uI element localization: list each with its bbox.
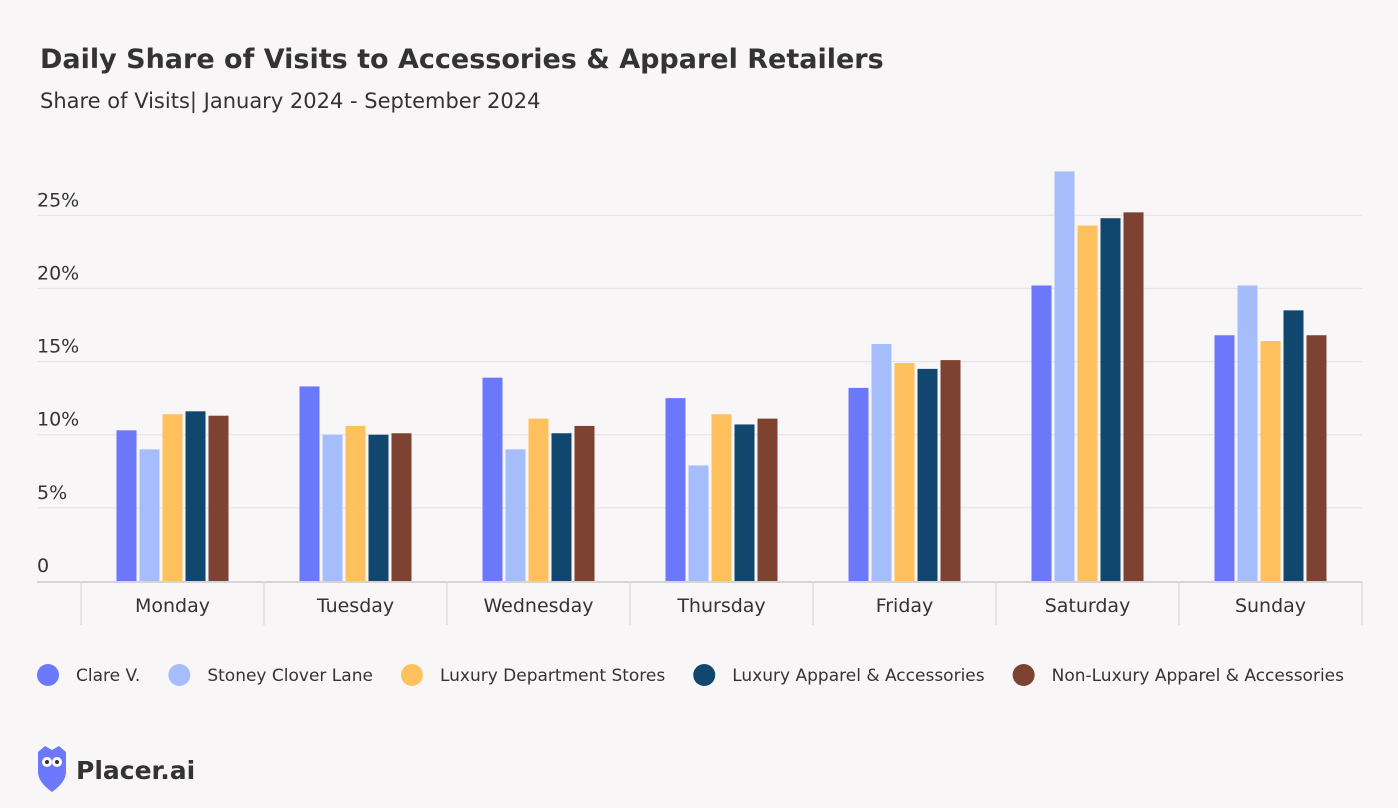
- x-tick-label: Friday: [876, 595, 934, 617]
- bar: [894, 363, 915, 581]
- bar: [1077, 225, 1098, 581]
- bar: [871, 344, 892, 581]
- x-tick-label: Tuesday: [316, 595, 394, 617]
- bar: [1100, 218, 1121, 581]
- bar: [734, 424, 755, 581]
- bar: [162, 414, 183, 581]
- bar: [505, 449, 526, 581]
- legend-label: Luxury Department Stores: [440, 666, 665, 686]
- bar: [208, 415, 229, 581]
- legend-label: Clare V.: [76, 666, 140, 686]
- chart-subtitle: Share of Visits| January 2024 - Septembe…: [40, 89, 540, 114]
- bar: [711, 414, 732, 581]
- bar: [574, 425, 595, 581]
- bar: [1283, 310, 1304, 581]
- bar: [665, 398, 686, 581]
- bar: [116, 430, 137, 581]
- bar: [299, 386, 320, 581]
- chart-title: Daily Share of Visits to Accessories & A…: [40, 44, 884, 75]
- logo-pupil: [45, 760, 49, 764]
- y-tick-label: 20%: [37, 262, 79, 284]
- y-tick-label: 0: [37, 555, 49, 577]
- bar: [1306, 335, 1327, 581]
- y-tick-label: 5%: [37, 482, 67, 504]
- bar: [1123, 212, 1144, 581]
- bar: [139, 449, 160, 581]
- y-tick-label: 10%: [37, 409, 79, 431]
- x-tick-label: Sunday: [1235, 595, 1306, 617]
- bar: [848, 387, 869, 581]
- bar: [917, 368, 938, 581]
- bar: [185, 411, 206, 581]
- bar: [1214, 335, 1235, 581]
- bar: [1031, 285, 1052, 581]
- bar: [528, 418, 549, 581]
- bar: [757, 418, 778, 581]
- legend-marker: [400, 664, 423, 686]
- bar: [322, 434, 343, 581]
- y-tick-label: 15%: [37, 336, 79, 358]
- legend-marker: [693, 664, 716, 686]
- bar: [391, 433, 412, 581]
- x-tick-label: Thursday: [676, 595, 765, 617]
- x-tick-label: Monday: [135, 595, 210, 617]
- logo-pupil: [55, 760, 59, 764]
- legend-label: Non-Luxury Apparel & Accessories: [1052, 666, 1345, 686]
- bar: [345, 425, 366, 581]
- legend-marker: [1012, 664, 1035, 686]
- bar: [940, 360, 961, 581]
- legend-marker: [168, 664, 191, 686]
- legend-label: Stoney Clover Lane: [207, 666, 373, 686]
- y-tick-label: 25%: [37, 189, 79, 211]
- x-tick-label: Wednesday: [483, 595, 593, 617]
- bar: [1054, 171, 1075, 582]
- legend-label: Luxury Apparel & Accessories: [732, 666, 984, 686]
- logo: Placer.ai: [38, 746, 195, 792]
- bar: [482, 377, 503, 581]
- x-tick-label: Saturday: [1045, 595, 1131, 617]
- bar: [1237, 285, 1258, 581]
- bar: [551, 433, 572, 581]
- bar: [368, 434, 389, 581]
- bar: [1260, 341, 1281, 581]
- brand-name: Placer.ai: [76, 756, 195, 785]
- bar: [688, 465, 709, 581]
- legend-marker: [37, 664, 59, 686]
